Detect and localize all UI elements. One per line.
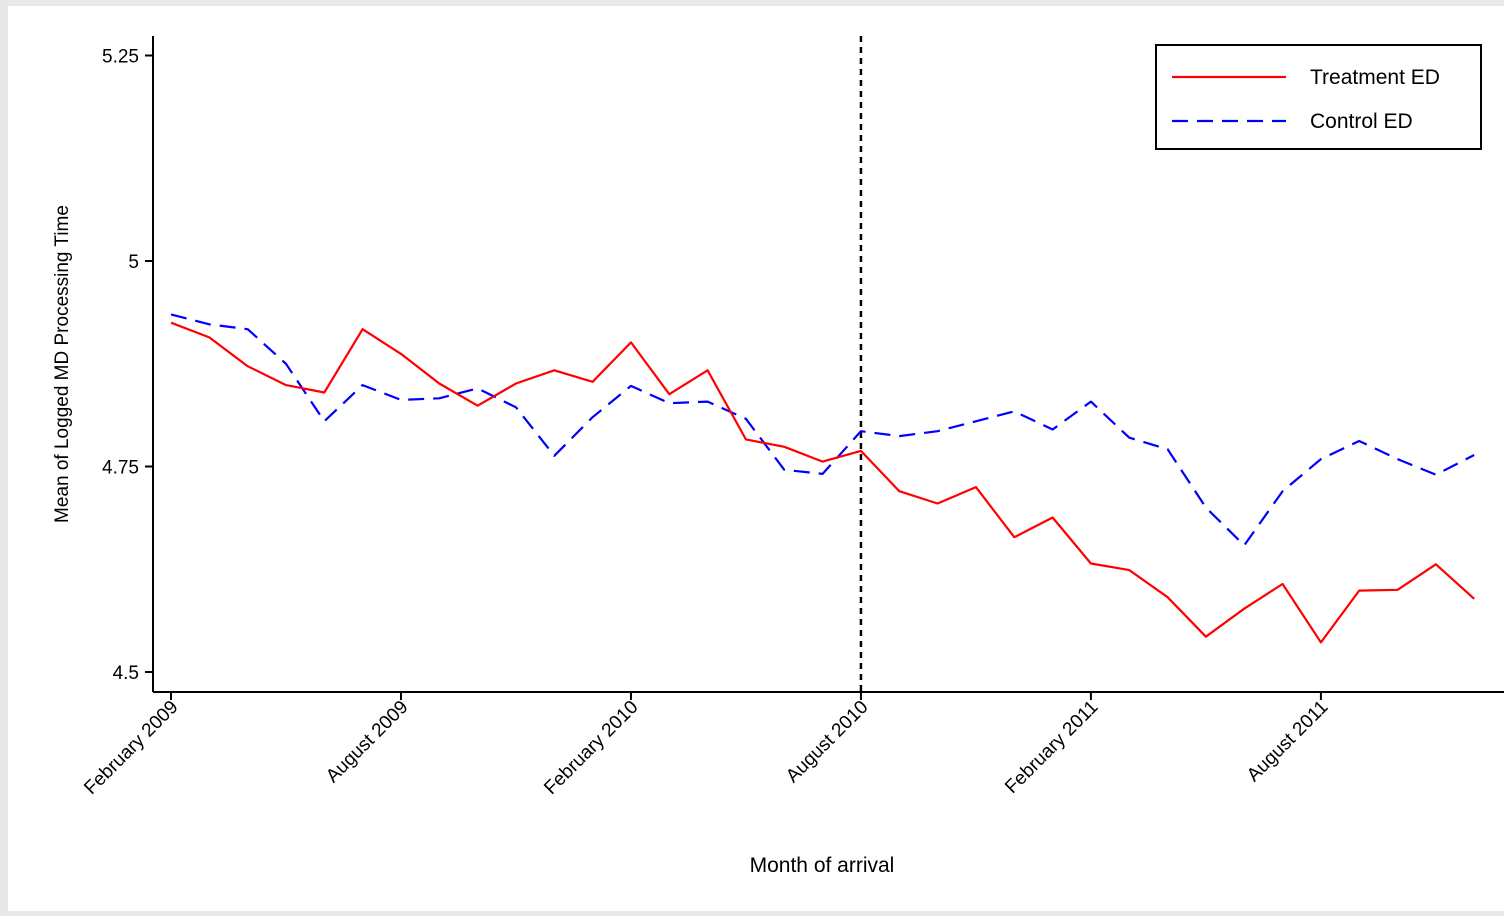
x-tick-label: February 2011 bbox=[1001, 697, 1102, 798]
series-line-control bbox=[170, 313, 1475, 547]
plot-lines bbox=[170, 36, 1475, 692]
chart-panel: 4.5 4.75 5 5.25 February 2009 August 2009 Febr… bbox=[8, 6, 1504, 911]
legend: Treatment ED Control ED bbox=[1155, 44, 1482, 150]
y-tick-label: 4.75 bbox=[102, 458, 139, 479]
x-tick-label: August 2010 bbox=[782, 697, 872, 787]
y-tick-label: 5.25 bbox=[102, 47, 139, 68]
y-tick-label: 4.5 bbox=[113, 663, 139, 684]
y-tick-label: 5 bbox=[128, 252, 139, 273]
y-axis-title: Mean of Logged MD Processing Time bbox=[52, 205, 73, 523]
x-tick-label: August 2009 bbox=[322, 697, 412, 787]
x-tick-label: August 2011 bbox=[1243, 697, 1332, 786]
x-tick-label: February 2010 bbox=[540, 697, 642, 799]
x-axis-title: Month of arrival bbox=[750, 854, 895, 877]
legend-label-treatment: Treatment ED bbox=[1310, 66, 1440, 89]
axes: 4.5 4.75 5 5.25 February 2009 August 2009 Febr… bbox=[80, 36, 1504, 799]
series-line-treatment bbox=[170, 321, 1475, 644]
x-tick-label: February 2009 bbox=[80, 697, 182, 799]
legend-label-control: Control ED bbox=[1310, 110, 1413, 133]
legend-box bbox=[1155, 44, 1482, 150]
line-chart: 4.5 4.75 5 5.25 February 2009 August 2009 Febr… bbox=[52, 36, 1504, 877]
